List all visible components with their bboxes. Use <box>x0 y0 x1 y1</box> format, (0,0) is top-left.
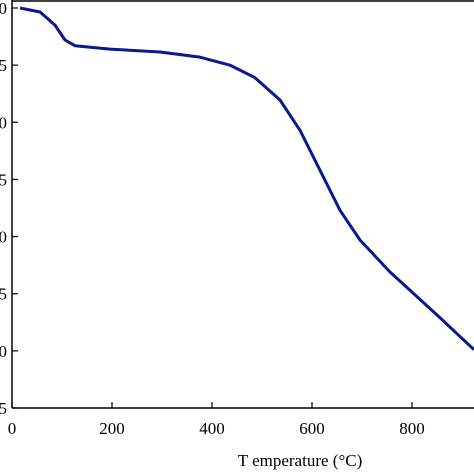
y-tick-label: 85 <box>0 170 7 189</box>
x-axis-label: T emperature (°C) <box>238 451 363 470</box>
x-tick-label: 400 <box>199 419 225 438</box>
y-tick-label: 95 <box>0 56 7 75</box>
x-tick-label: 800 <box>399 419 425 438</box>
x-tick-label: 0 <box>8 419 17 438</box>
y-tick-label: 90 <box>0 113 7 132</box>
x-tick-label: 200 <box>99 419 125 438</box>
y-tick-label: 70 <box>0 342 7 361</box>
y-tick-label: 80 <box>0 228 7 247</box>
y-tick-label: 65 <box>0 399 7 418</box>
y-tick-label: 100 <box>0 0 7 18</box>
y-tick-label: 75 <box>0 285 7 304</box>
data-line <box>19 6 474 351</box>
x-tick-label: 600 <box>299 419 325 438</box>
